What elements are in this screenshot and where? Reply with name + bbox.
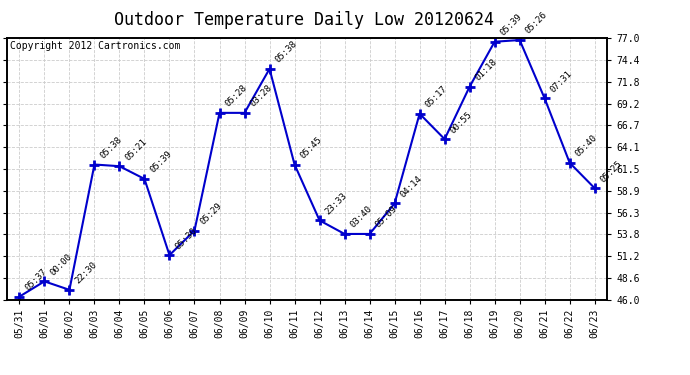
Text: 05:25: 05:25 bbox=[599, 159, 624, 184]
Text: 00:00: 00:00 bbox=[48, 252, 74, 277]
Text: 23:33: 23:33 bbox=[324, 191, 349, 216]
Text: 05:26: 05:26 bbox=[524, 10, 549, 36]
Text: 03:28: 03:28 bbox=[248, 83, 274, 109]
Text: 05:37: 05:37 bbox=[23, 267, 49, 292]
Text: 05:21: 05:21 bbox=[124, 136, 149, 162]
Text: 05:38: 05:38 bbox=[99, 135, 124, 160]
Text: 07:31: 07:31 bbox=[549, 69, 574, 94]
Text: 00:55: 00:55 bbox=[448, 110, 474, 135]
Text: 05:30: 05:30 bbox=[174, 226, 199, 251]
Text: Outdoor Temperature Daily Low 20120624: Outdoor Temperature Daily Low 20120624 bbox=[114, 11, 493, 29]
Text: 22:30: 22:30 bbox=[74, 260, 99, 286]
Text: Copyright 2012 Cartronics.com: Copyright 2012 Cartronics.com bbox=[10, 42, 180, 51]
Text: 05:38: 05:38 bbox=[274, 39, 299, 64]
Text: 01:18: 01:18 bbox=[474, 57, 499, 82]
Text: 05:09: 05:09 bbox=[374, 204, 399, 230]
Text: 03:40: 03:40 bbox=[348, 204, 374, 230]
Text: 05:28: 05:28 bbox=[224, 83, 249, 109]
Text: 05:39: 05:39 bbox=[499, 12, 524, 38]
Text: 05:17: 05:17 bbox=[424, 84, 449, 110]
Text: 04:14: 04:14 bbox=[399, 174, 424, 199]
Text: 05:45: 05:45 bbox=[299, 135, 324, 160]
Text: 05:29: 05:29 bbox=[199, 201, 224, 226]
Text: 05:39: 05:39 bbox=[148, 149, 174, 175]
Text: 05:40: 05:40 bbox=[574, 133, 599, 159]
